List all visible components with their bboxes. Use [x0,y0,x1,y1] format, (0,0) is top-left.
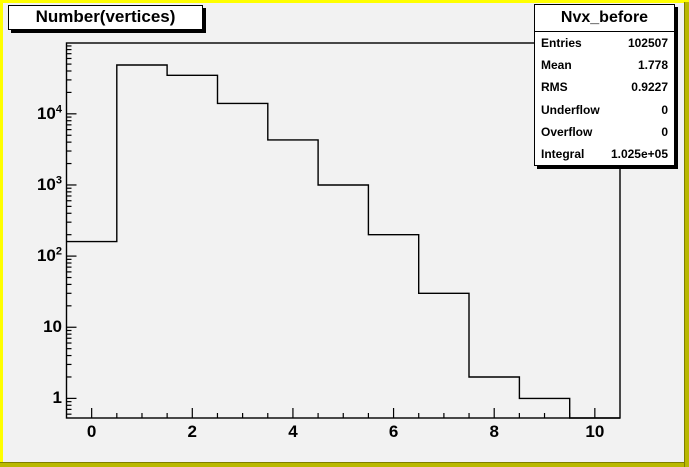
x-tick-label: 10 [585,422,605,441]
stat-label: Mean [541,58,572,73]
stat-label: Entries [541,36,582,51]
stat-row-rms: RMS 0.9227 [535,76,674,98]
stat-label: RMS [541,80,568,95]
histogram-step-line [66,64,620,419]
y-tick-label: 10 [43,317,62,337]
x-tick-label: 0 [86,422,97,441]
x-tick-label: 4 [288,422,298,441]
y-tick-label: 104 [36,103,62,123]
stat-row-integral: Integral 1.025e+05 [535,143,674,165]
chart-title: Number(vertices) [35,7,176,26]
stat-row-mean: Mean 1.778 [535,54,674,76]
y-tick-label: 1 [52,388,62,408]
stat-value: 0 [661,102,668,117]
x-tick-label: 2 [187,422,198,441]
stats-title: Nvx_before [535,5,674,32]
stat-label: Underflow [541,102,600,117]
x-tick-label: 6 [388,422,399,441]
canvas-border-bottom [0,462,689,467]
stat-value: 102507 [627,36,668,51]
stat-label: Overflow [541,124,593,139]
title-pave[interactable]: Number(vertices) [8,5,203,30]
canvas-border-top [0,0,689,3]
stats-pave[interactable]: Nvx_before Entries 102507 Mean 1.778 RMS… [534,4,675,166]
stat-value: 1.025e+05 [610,146,668,161]
stat-value: 0.9227 [631,80,668,95]
canvas-border-left [0,0,3,467]
stat-value: 0 [661,124,668,139]
x-tick-label: 8 [489,422,499,441]
stat-label: Integral [541,146,585,161]
stat-value: 1.778 [637,58,668,73]
canvas-border-right [684,2,689,467]
stat-row-overflow: Overflow 0 [535,121,674,143]
stat-row-entries: Entries 102507 [535,32,674,54]
y-tick-label: 103 [36,174,62,194]
stat-row-underflow: Underflow 0 [535,99,674,121]
y-tick-label: 102 [36,245,62,266]
